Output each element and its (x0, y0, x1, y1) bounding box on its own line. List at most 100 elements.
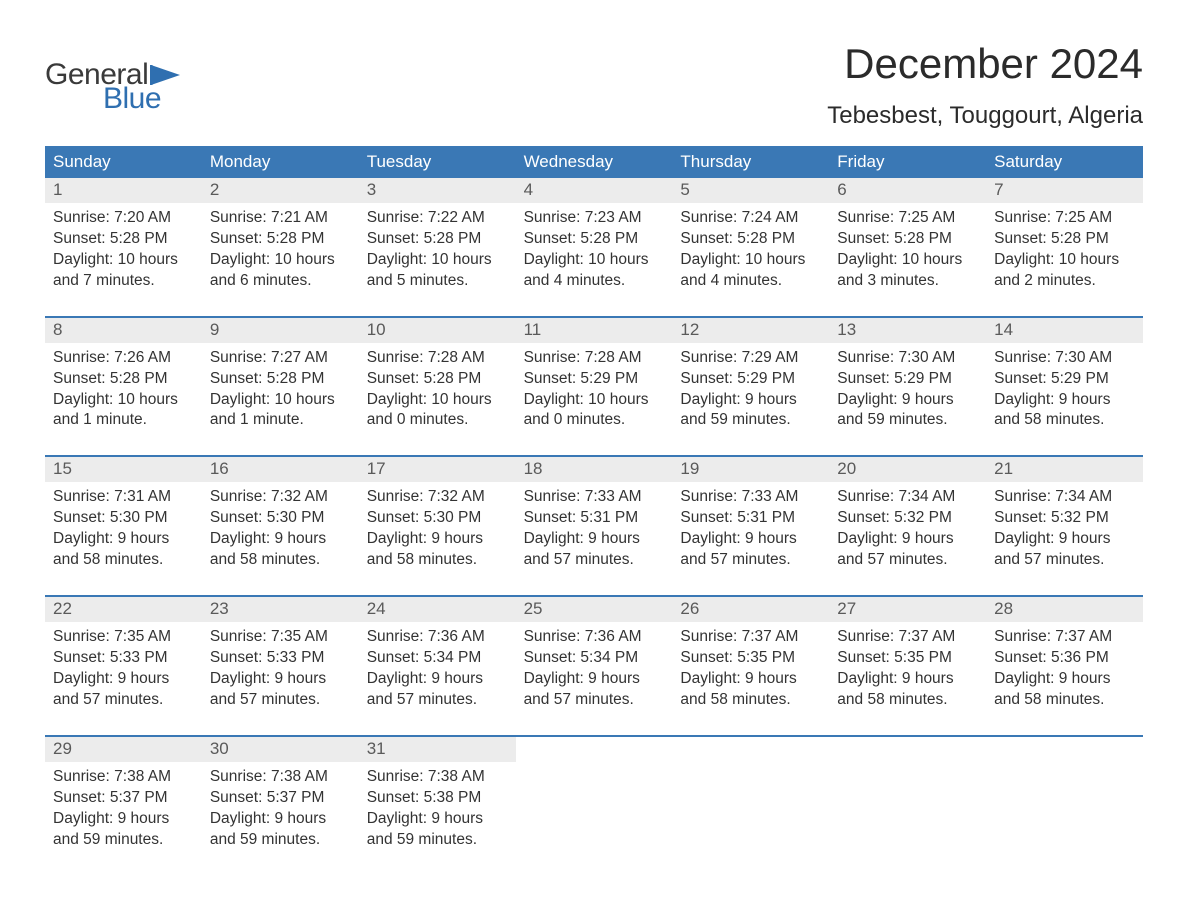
day-cell: 20Sunrise: 7:34 AMSunset: 5:32 PMDayligh… (829, 457, 986, 571)
sunrise-line: Sunrise: 7:36 AM (367, 627, 508, 648)
day-cell: 26Sunrise: 7:37 AMSunset: 5:35 PMDayligh… (672, 597, 829, 711)
date-number: 12 (672, 318, 829, 343)
daylight-line: Daylight: 10 hours and 7 minutes. (53, 250, 194, 292)
date-number: 30 (202, 737, 359, 762)
day-details: Sunrise: 7:36 AMSunset: 5:34 PMDaylight:… (516, 622, 673, 711)
day-details: Sunrise: 7:25 AMSunset: 5:28 PMDaylight:… (986, 203, 1143, 292)
date-number: 2 (202, 178, 359, 203)
sunset-line: Sunset: 5:30 PM (53, 508, 194, 529)
day-details: Sunrise: 7:22 AMSunset: 5:28 PMDaylight:… (359, 203, 516, 292)
day-cell: 21Sunrise: 7:34 AMSunset: 5:32 PMDayligh… (986, 457, 1143, 571)
weeks-container: 1Sunrise: 7:20 AMSunset: 5:28 PMDaylight… (45, 178, 1143, 850)
date-number: 28 (986, 597, 1143, 622)
day-header-sunday: Sunday (45, 146, 202, 178)
date-number: 17 (359, 457, 516, 482)
daylight-line: Daylight: 10 hours and 4 minutes. (680, 250, 821, 292)
date-number: 19 (672, 457, 829, 482)
sunset-line: Sunset: 5:30 PM (367, 508, 508, 529)
sunrise-line: Sunrise: 7:29 AM (680, 348, 821, 369)
daylight-line: Daylight: 10 hours and 0 minutes. (524, 390, 665, 432)
day-details: Sunrise: 7:38 AMSunset: 5:38 PMDaylight:… (359, 762, 516, 851)
daylight-line: Daylight: 10 hours and 2 minutes. (994, 250, 1135, 292)
day-cell: 13Sunrise: 7:30 AMSunset: 5:29 PMDayligh… (829, 318, 986, 432)
day-cell: 24Sunrise: 7:36 AMSunset: 5:34 PMDayligh… (359, 597, 516, 711)
day-cell: 19Sunrise: 7:33 AMSunset: 5:31 PMDayligh… (672, 457, 829, 571)
week-row: 15Sunrise: 7:31 AMSunset: 5:30 PMDayligh… (45, 455, 1143, 571)
day-details: Sunrise: 7:35 AMSunset: 5:33 PMDaylight:… (45, 622, 202, 711)
day-details: Sunrise: 7:37 AMSunset: 5:36 PMDaylight:… (986, 622, 1143, 711)
day-cell: 17Sunrise: 7:32 AMSunset: 5:30 PMDayligh… (359, 457, 516, 571)
sunrise-line: Sunrise: 7:37 AM (837, 627, 978, 648)
day-details: Sunrise: 7:37 AMSunset: 5:35 PMDaylight:… (829, 622, 986, 711)
sunrise-line: Sunrise: 7:33 AM (524, 487, 665, 508)
daylight-line: Daylight: 9 hours and 59 minutes. (680, 390, 821, 432)
sunrise-line: Sunrise: 7:30 AM (994, 348, 1135, 369)
day-cell (672, 737, 829, 851)
date-number: 24 (359, 597, 516, 622)
month-title: December 2024 (827, 40, 1143, 88)
sunset-line: Sunset: 5:28 PM (53, 369, 194, 390)
day-header-monday: Monday (202, 146, 359, 178)
week-row: 8Sunrise: 7:26 AMSunset: 5:28 PMDaylight… (45, 316, 1143, 432)
day-cell: 4Sunrise: 7:23 AMSunset: 5:28 PMDaylight… (516, 178, 673, 292)
day-details: Sunrise: 7:30 AMSunset: 5:29 PMDaylight:… (986, 343, 1143, 432)
day-cell: 10Sunrise: 7:28 AMSunset: 5:28 PMDayligh… (359, 318, 516, 432)
sunrise-line: Sunrise: 7:31 AM (53, 487, 194, 508)
sunrise-line: Sunrise: 7:38 AM (210, 767, 351, 788)
day-details: Sunrise: 7:33 AMSunset: 5:31 PMDaylight:… (672, 482, 829, 571)
day-details: Sunrise: 7:20 AMSunset: 5:28 PMDaylight:… (45, 203, 202, 292)
location: Tebesbest, Touggourt, Algeria (827, 102, 1143, 130)
sunrise-line: Sunrise: 7:34 AM (837, 487, 978, 508)
day-cell: 1Sunrise: 7:20 AMSunset: 5:28 PMDaylight… (45, 178, 202, 292)
date-number: 21 (986, 457, 1143, 482)
daylight-line: Daylight: 9 hours and 58 minutes. (994, 669, 1135, 711)
day-cell: 16Sunrise: 7:32 AMSunset: 5:30 PMDayligh… (202, 457, 359, 571)
daylight-line: Daylight: 9 hours and 57 minutes. (367, 669, 508, 711)
calendar: Sunday Monday Tuesday Wednesday Thursday… (45, 146, 1143, 850)
daylight-line: Daylight: 9 hours and 59 minutes. (367, 809, 508, 851)
sunrise-line: Sunrise: 7:35 AM (53, 627, 194, 648)
date-number: 3 (359, 178, 516, 203)
sunrise-line: Sunrise: 7:28 AM (367, 348, 508, 369)
sunrise-line: Sunrise: 7:30 AM (837, 348, 978, 369)
sunrise-line: Sunrise: 7:28 AM (524, 348, 665, 369)
sunrise-line: Sunrise: 7:27 AM (210, 348, 351, 369)
date-number: 10 (359, 318, 516, 343)
sunset-line: Sunset: 5:28 PM (680, 229, 821, 250)
sunset-line: Sunset: 5:31 PM (524, 508, 665, 529)
daylight-line: Daylight: 10 hours and 1 minute. (210, 390, 351, 432)
week-row: 1Sunrise: 7:20 AMSunset: 5:28 PMDaylight… (45, 178, 1143, 292)
day-cell: 25Sunrise: 7:36 AMSunset: 5:34 PMDayligh… (516, 597, 673, 711)
sunset-line: Sunset: 5:37 PM (53, 788, 194, 809)
daylight-line: Daylight: 9 hours and 57 minutes. (994, 529, 1135, 571)
day-cell (516, 737, 673, 851)
sunset-line: Sunset: 5:28 PM (837, 229, 978, 250)
day-details: Sunrise: 7:32 AMSunset: 5:30 PMDaylight:… (359, 482, 516, 571)
day-details: Sunrise: 7:35 AMSunset: 5:33 PMDaylight:… (202, 622, 359, 711)
day-details: Sunrise: 7:32 AMSunset: 5:30 PMDaylight:… (202, 482, 359, 571)
day-cell: 14Sunrise: 7:30 AMSunset: 5:29 PMDayligh… (986, 318, 1143, 432)
day-details: Sunrise: 7:37 AMSunset: 5:35 PMDaylight:… (672, 622, 829, 711)
day-cell: 2Sunrise: 7:21 AMSunset: 5:28 PMDaylight… (202, 178, 359, 292)
header: General Blue December 2024 Tebesbest, To… (45, 40, 1143, 140)
date-number: 14 (986, 318, 1143, 343)
day-cell: 29Sunrise: 7:38 AMSunset: 5:37 PMDayligh… (45, 737, 202, 851)
sunrise-line: Sunrise: 7:38 AM (53, 767, 194, 788)
daylight-line: Daylight: 10 hours and 3 minutes. (837, 250, 978, 292)
sunset-line: Sunset: 5:28 PM (994, 229, 1135, 250)
day-cell: 28Sunrise: 7:37 AMSunset: 5:36 PMDayligh… (986, 597, 1143, 711)
date-number: 20 (829, 457, 986, 482)
sunset-line: Sunset: 5:28 PM (367, 229, 508, 250)
logo-text-blue: Blue (103, 82, 184, 116)
day-details: Sunrise: 7:28 AMSunset: 5:28 PMDaylight:… (359, 343, 516, 432)
sunset-line: Sunset: 5:32 PM (994, 508, 1135, 529)
sunset-line: Sunset: 5:38 PM (367, 788, 508, 809)
day-cell: 9Sunrise: 7:27 AMSunset: 5:28 PMDaylight… (202, 318, 359, 432)
day-cell: 12Sunrise: 7:29 AMSunset: 5:29 PMDayligh… (672, 318, 829, 432)
day-header-wednesday: Wednesday (516, 146, 673, 178)
day-details: Sunrise: 7:26 AMSunset: 5:28 PMDaylight:… (45, 343, 202, 432)
sunrise-line: Sunrise: 7:23 AM (524, 208, 665, 229)
sunrise-line: Sunrise: 7:24 AM (680, 208, 821, 229)
sunset-line: Sunset: 5:28 PM (53, 229, 194, 250)
sunset-line: Sunset: 5:28 PM (367, 369, 508, 390)
